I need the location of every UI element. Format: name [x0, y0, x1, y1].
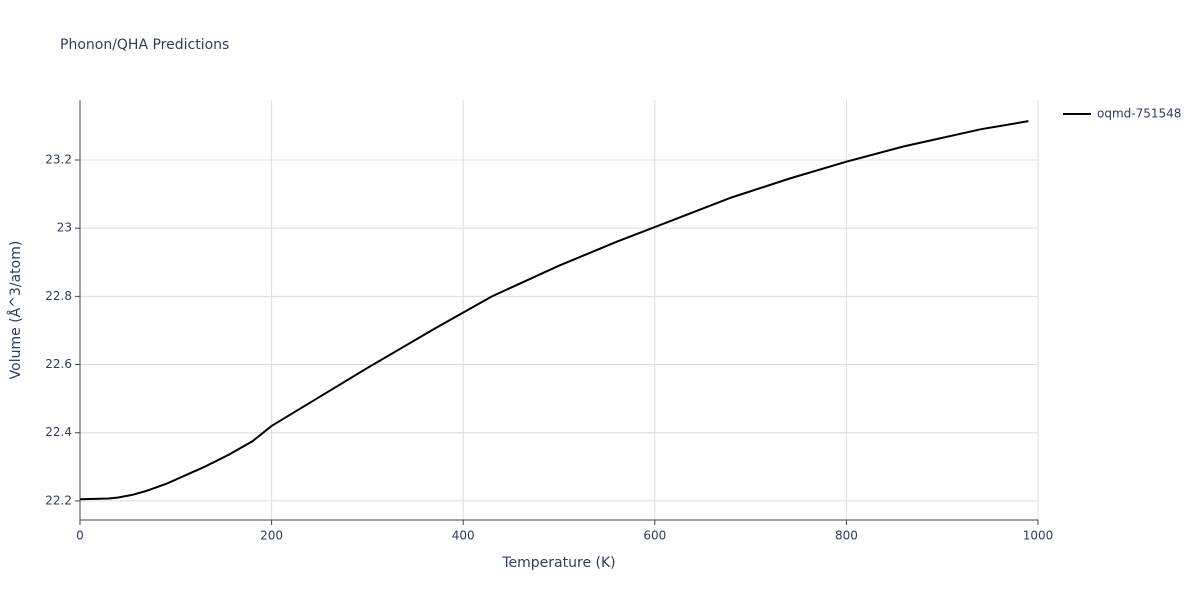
- y-tick-label: 23.2: [45, 153, 72, 167]
- x-tick-label: 800: [835, 529, 858, 543]
- y-axis-label: Volume (Å^3/atom): [7, 241, 24, 380]
- y-tick-label: 22.6: [45, 357, 72, 371]
- y-tick-label: 22.8: [45, 289, 72, 303]
- x-axis-label: Temperature (K): [501, 555, 615, 571]
- legend-label: oqmd-751548: [1097, 107, 1181, 121]
- y-tick-label: 22.2: [45, 493, 72, 507]
- y-tick-label: 23: [57, 221, 72, 235]
- x-tick-label: 1000: [1023, 529, 1054, 543]
- line: [79, 120, 1029, 501]
- x-tick-label: 200: [260, 529, 283, 543]
- x-tick-label: 400: [452, 529, 475, 543]
- chart-title: Phonon/QHA Predictions: [60, 37, 229, 53]
- x-tick-label: 600: [643, 529, 666, 543]
- x-tick-label: 0: [76, 529, 84, 543]
- y-tick-label: 22.4: [45, 425, 72, 439]
